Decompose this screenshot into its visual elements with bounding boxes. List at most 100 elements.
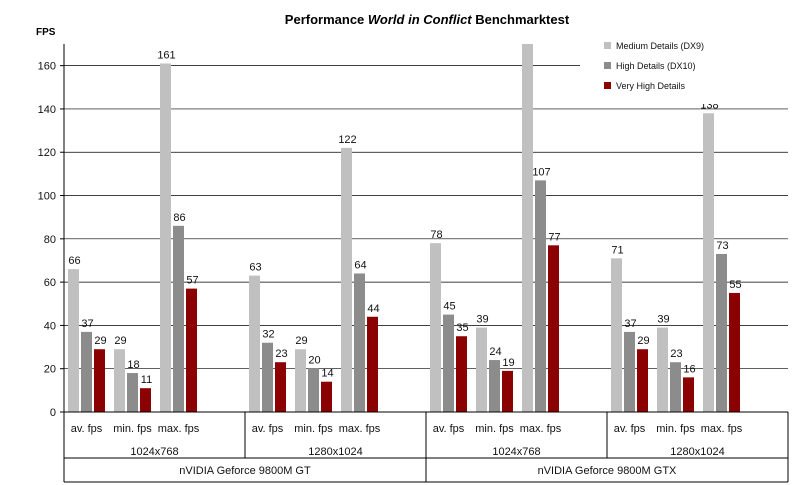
bar-value-label: 23 bbox=[670, 348, 682, 360]
bar-value-label: 39 bbox=[476, 314, 488, 326]
y-tick-label: 40 bbox=[44, 320, 56, 332]
bar-medium-details-dx9 bbox=[703, 113, 714, 412]
bar-value-label: 55 bbox=[729, 279, 741, 291]
bar-value-label: 39 bbox=[657, 314, 669, 326]
group-label: av. fps bbox=[71, 423, 103, 435]
bar-high-details-dx10 bbox=[489, 360, 500, 412]
bar-value-label: 71 bbox=[611, 244, 623, 256]
bar-very-high-details bbox=[456, 336, 467, 412]
y-tick-label: 0 bbox=[50, 407, 56, 419]
bar-value-label: 78 bbox=[430, 229, 442, 241]
bar-very-high-details bbox=[683, 377, 694, 412]
bar-value-label: 11 bbox=[141, 374, 152, 386]
y-tick-label: 80 bbox=[44, 234, 56, 246]
y-tick-label: 120 bbox=[38, 147, 56, 159]
group-label: av. fps bbox=[433, 423, 465, 435]
bar-high-details-dx10 bbox=[173, 225, 184, 412]
resolution-label: 1280x1024 bbox=[308, 446, 362, 458]
y-tick-label: 60 bbox=[44, 277, 56, 289]
bar-value-label: 45 bbox=[443, 301, 455, 313]
group-label: min. fps bbox=[656, 423, 695, 435]
legend-label: Very High Details bbox=[616, 81, 686, 91]
bar-value-label: 29 bbox=[295, 335, 307, 347]
bar-value-label: 14 bbox=[321, 368, 333, 380]
bar-value-label: 16 bbox=[683, 363, 695, 375]
bar-very-high-details bbox=[140, 388, 151, 412]
bar-very-high-details bbox=[637, 349, 648, 412]
legend-label: High Details (DX10) bbox=[616, 61, 696, 71]
resolution-label: 1024x768 bbox=[130, 446, 178, 458]
bar-high-details-dx10 bbox=[670, 362, 681, 412]
chart-title-game: World in Conflict bbox=[368, 12, 472, 27]
bar-high-details-dx10 bbox=[624, 331, 635, 412]
bar-value-label: 107 bbox=[532, 166, 550, 178]
bar-medium-details-dx9 bbox=[522, 44, 533, 412]
legend-swatch bbox=[604, 42, 611, 49]
bar-medium-details-dx9 bbox=[341, 147, 352, 412]
bar-value-label: 64 bbox=[354, 259, 366, 271]
bar-value-label: 57 bbox=[186, 275, 198, 287]
bar-value-label: 23 bbox=[275, 348, 287, 360]
chart-title: Performance World in Conflict Benchmarkt… bbox=[285, 12, 570, 27]
bar-value-label: 73 bbox=[716, 240, 728, 252]
bar-very-high-details bbox=[729, 292, 740, 412]
group-label: min. fps bbox=[113, 423, 152, 435]
bar-high-details-dx10 bbox=[127, 373, 138, 412]
axes: 0 20 40 60 80 100 120 140 160 av. fps min. fps max.… bbox=[38, 44, 789, 483]
bar-medium-details-dx9 bbox=[611, 258, 622, 412]
bar-very-high-details bbox=[275, 362, 286, 412]
bar-value-label: 19 bbox=[502, 357, 514, 369]
gpu-label: nVIDIA Geforce 9800M GTX bbox=[538, 465, 677, 477]
bar-high-details-dx10 bbox=[443, 314, 454, 412]
chart-title-prefix: Performance bbox=[285, 12, 368, 27]
bar-value-label: 122 bbox=[338, 134, 356, 146]
bar-value-label: 24 bbox=[489, 346, 501, 358]
bar-medium-details-dx9 bbox=[476, 327, 487, 412]
y-tick-label: 160 bbox=[38, 61, 56, 73]
group-label: max. fps bbox=[520, 423, 562, 435]
bar-medium-details-dx9 bbox=[249, 275, 260, 412]
bar-value-label: 37 bbox=[624, 318, 636, 330]
bar-high-details-dx10 bbox=[81, 331, 92, 412]
group-label: av. fps bbox=[614, 423, 646, 435]
bar-value-label: 63 bbox=[249, 262, 261, 274]
bar-value-label: 161 bbox=[157, 49, 175, 61]
y-axis-label: FPS bbox=[36, 27, 56, 38]
bar-very-high-details bbox=[186, 288, 197, 412]
bar-value-label: 32 bbox=[262, 329, 274, 341]
bar-value-label: 44 bbox=[367, 303, 379, 315]
bar-high-details-dx10 bbox=[535, 180, 546, 412]
group-label: max. fps bbox=[339, 423, 381, 435]
gpu-label: nVIDIA Geforce 9800M GT bbox=[179, 465, 311, 477]
legend-swatch bbox=[604, 82, 611, 89]
y-tick-label: 100 bbox=[38, 191, 56, 203]
resolution-label: 1280x1024 bbox=[670, 446, 724, 458]
bar-medium-details-dx9 bbox=[160, 63, 171, 412]
bar-value-label: 29 bbox=[637, 335, 649, 347]
group-label: av. fps bbox=[252, 423, 284, 435]
legend-label: Medium Details (DX9) bbox=[616, 41, 704, 51]
bar-high-details-dx10 bbox=[354, 273, 365, 412]
bar-very-high-details bbox=[548, 245, 559, 412]
bar-medium-details-dx9 bbox=[114, 349, 125, 412]
group-label: max. fps bbox=[158, 423, 200, 435]
bar-very-high-details bbox=[502, 370, 513, 412]
chart-title-suffix: Benchmarktest bbox=[472, 12, 570, 27]
bar-value-label: 77 bbox=[548, 231, 560, 243]
bar-value-label: 35 bbox=[456, 322, 468, 334]
legend: Medium Details (DX9) High Details (DX10) V… bbox=[580, 36, 788, 104]
legend-box bbox=[580, 36, 788, 104]
bar-value-label: 29 bbox=[94, 335, 106, 347]
bar-value-label: 37 bbox=[81, 318, 93, 330]
bar-high-details-dx10 bbox=[262, 342, 273, 412]
bar-medium-details-dx9 bbox=[430, 243, 441, 412]
bar-high-details-dx10 bbox=[308, 368, 319, 412]
bar-value-label: 86 bbox=[173, 212, 185, 224]
group-label: max. fps bbox=[701, 423, 743, 435]
bar-very-high-details bbox=[367, 316, 378, 412]
bar-high-details-dx10 bbox=[716, 253, 727, 412]
bar-medium-details-dx9 bbox=[68, 269, 79, 412]
bar-value-label: 18 bbox=[127, 359, 139, 371]
